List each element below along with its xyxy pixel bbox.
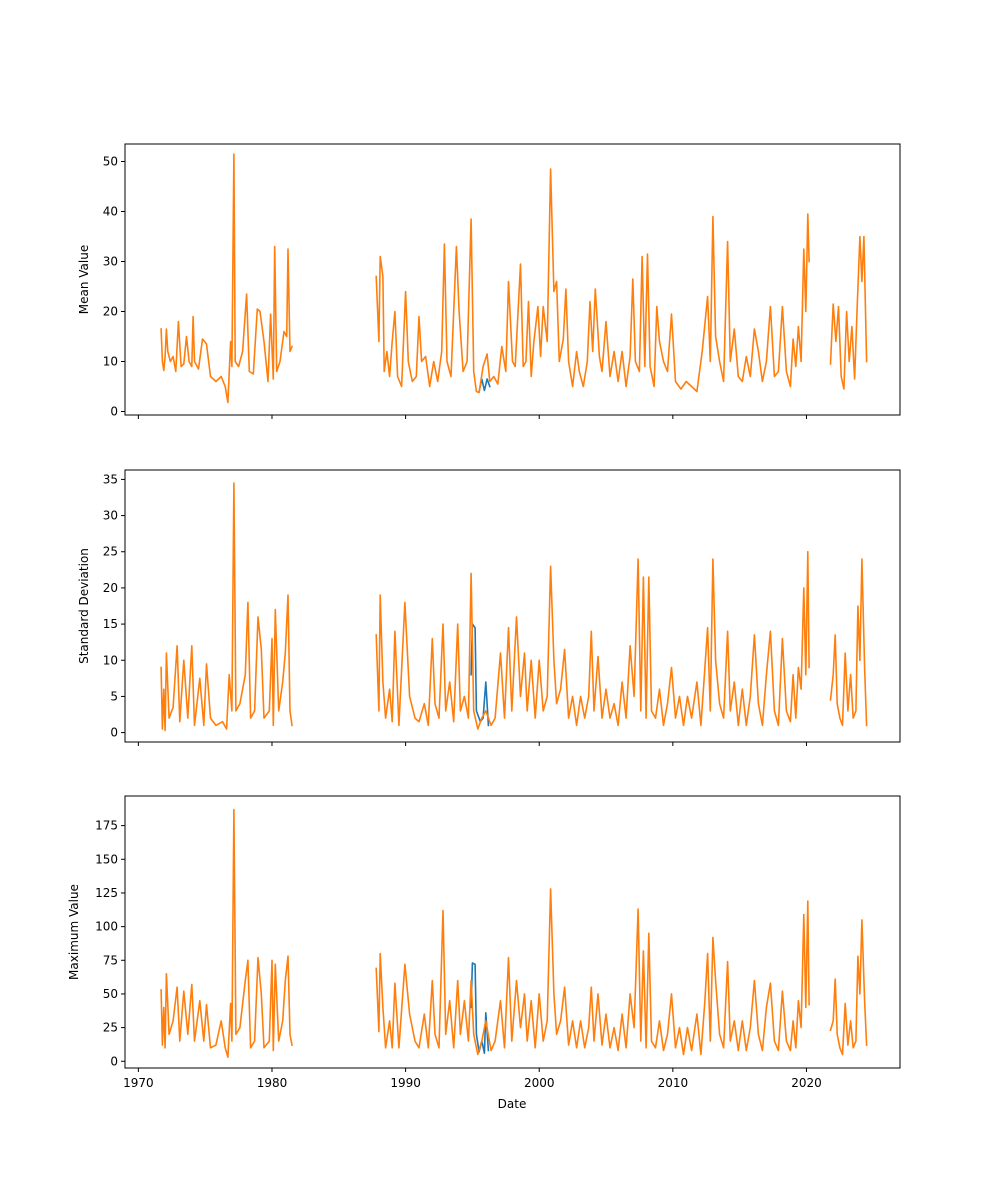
x-tick-label: 2010	[658, 1076, 689, 1090]
series-line	[375, 888, 810, 1056]
series-line	[375, 550, 810, 730]
y-tick-label: 25	[103, 1021, 118, 1035]
x-tick-label: 2020	[791, 1076, 822, 1090]
series-line	[829, 558, 868, 727]
y-tick-label: 0	[110, 405, 118, 419]
max-value-panel: 1970 1980 1990 2000 2010 2020 0 25 50 75 100 125 150…	[67, 795, 901, 1090]
series-line	[470, 962, 490, 1054]
mean-value-panel: 0 10 20 30 40 50 Mean Value	[77, 143, 901, 419]
x-tick-label: 1990	[390, 1076, 421, 1090]
y-axis-label: Standard Deviation	[77, 548, 91, 664]
series-line	[160, 153, 294, 404]
plot-frame	[124, 795, 901, 1069]
y-tick-label: 20	[103, 581, 118, 595]
y-tick-label: 175	[95, 819, 118, 833]
series-line	[829, 235, 868, 390]
y-tick-label: 50	[103, 987, 118, 1001]
y-axis-label: Maximum Value	[67, 884, 81, 980]
x-axis-label: Date	[498, 1097, 527, 1111]
y-tick-label: 30	[103, 509, 118, 523]
y-tick-label: 10	[103, 653, 118, 667]
series-line	[375, 168, 810, 394]
y-tick-label: 150	[95, 852, 118, 866]
y-tick-label: 125	[95, 886, 118, 900]
y-tick-label: 15	[103, 617, 118, 631]
x-tick-label: 2000	[524, 1076, 555, 1090]
y-tick-label: 5	[110, 689, 118, 703]
y-tick-label: 35	[103, 472, 118, 486]
y-axis-label: Mean Value	[77, 245, 91, 314]
y-tick-label: 40	[103, 205, 118, 219]
x-tick-label: 1970	[123, 1076, 154, 1090]
x-tick-label: 1980	[257, 1076, 288, 1090]
y-tick-label: 25	[103, 545, 118, 559]
plot-frame	[124, 143, 901, 416]
y-tick-label: 50	[103, 155, 118, 169]
y-tick-label: 0	[110, 1054, 118, 1068]
panels-layer: 0 10 20 30 40 50 Mean Value 0 5 10 15 20 25 30 35 Stand…	[67, 143, 901, 1090]
series-line	[160, 482, 293, 732]
std-deviation-panel: 0 5 10 15 20 25 30 35 Standard Deviation	[77, 469, 901, 746]
y-tick-label: 100	[95, 920, 118, 934]
series-line	[160, 808, 293, 1058]
plot-frame	[124, 469, 901, 743]
series-line	[829, 919, 868, 1056]
y-tick-label: 75	[103, 953, 118, 967]
y-tick-label: 0	[110, 726, 118, 740]
y-tick-label: 10	[103, 355, 118, 369]
y-tick-label: 30	[103, 255, 118, 269]
y-tick-label: 20	[103, 305, 118, 319]
